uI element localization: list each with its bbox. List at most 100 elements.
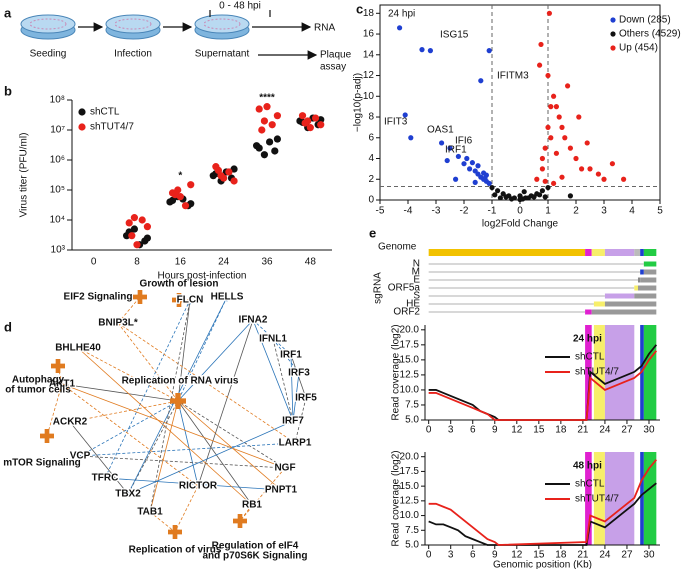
y-tick-label: 4 xyxy=(368,153,374,164)
data-point xyxy=(478,78,484,84)
network-edge xyxy=(79,442,296,459)
data-point xyxy=(559,124,565,130)
network-edge xyxy=(290,354,296,422)
data-point xyxy=(447,145,453,151)
data-point xyxy=(255,105,263,113)
legend-label: Down (285) xyxy=(619,15,671,26)
data-point xyxy=(187,181,195,189)
network-edge xyxy=(77,347,179,402)
data-point xyxy=(230,177,238,185)
function-label: Regulation of eIF4 xyxy=(212,541,299,552)
network-edge xyxy=(272,338,300,374)
panel-label: a xyxy=(4,5,12,20)
gene-node: NGF xyxy=(274,463,295,474)
data-point xyxy=(467,166,473,172)
network-edge xyxy=(61,383,199,487)
data-point xyxy=(503,194,509,200)
x-tick-label: 15 xyxy=(533,550,545,561)
sgrna-label: ORF5a xyxy=(388,283,421,294)
step-label: Infection xyxy=(114,49,152,60)
data-point xyxy=(559,174,565,180)
network-edge xyxy=(61,383,179,402)
function-label: of tumor cells xyxy=(5,385,71,396)
data-point xyxy=(258,126,266,134)
network-edge xyxy=(177,299,191,402)
data-point xyxy=(567,193,574,199)
data-point xyxy=(271,147,279,155)
data-point xyxy=(317,121,325,129)
center-label: Replication of RNA virus xyxy=(122,376,239,387)
gene-label: ISG15 xyxy=(440,30,469,41)
y-tick-label: 10 xyxy=(363,91,375,102)
x-tick-label: 8 xyxy=(134,257,140,268)
legend-label: Others (4529) xyxy=(619,29,681,40)
data-point xyxy=(311,114,320,122)
region-band xyxy=(643,452,657,545)
x-tick-label: 3 xyxy=(601,206,607,217)
y-tick-label: 5.0 xyxy=(405,415,419,426)
function-marker xyxy=(172,293,187,307)
data-point xyxy=(125,219,133,227)
gene-node: IRF1 xyxy=(280,350,302,361)
subtitle: 24 hpi xyxy=(388,9,415,20)
gene-node: IRF7 xyxy=(282,416,304,427)
x-axis-label: Genomic position (Kb) xyxy=(493,560,592,569)
genome-segment xyxy=(643,249,657,256)
sgrna-tail xyxy=(640,277,657,283)
function-label: EIF2 Signaling xyxy=(64,292,133,303)
x-tick-label: 27 xyxy=(621,425,633,436)
panel-label: b xyxy=(4,83,12,98)
sgrna-body xyxy=(593,301,605,307)
data-point xyxy=(475,163,481,169)
data-point xyxy=(260,151,268,159)
function-marker xyxy=(40,429,55,443)
data-point xyxy=(444,157,450,164)
y-tick-label: 8 xyxy=(368,112,374,123)
y-tick-label: 6 xyxy=(368,132,374,143)
x-tick-label: 15 xyxy=(533,425,545,436)
data-point xyxy=(497,195,503,201)
plot-frame xyxy=(379,4,661,201)
x-tick-label: 48 xyxy=(305,257,317,268)
network-edge xyxy=(177,400,286,469)
data-point xyxy=(556,114,562,120)
panel-label: c xyxy=(356,1,363,16)
legend-label: shTUT4/7 xyxy=(575,494,619,505)
x-tick-label: 0 xyxy=(426,550,432,561)
x-tick-label: 16 xyxy=(175,257,187,268)
data-point xyxy=(397,25,403,31)
sgrna-tail xyxy=(637,285,657,291)
y-tick-label: 18 xyxy=(363,8,375,19)
network-edge xyxy=(252,319,294,422)
y-tick-label: 7.5 xyxy=(405,525,419,536)
legend-label: shCTL xyxy=(90,107,120,118)
x-tick-label: 0 xyxy=(517,206,523,217)
y-tick-label: 10⁴ xyxy=(50,215,65,226)
x-tick-label: -1 xyxy=(488,206,497,217)
legend-label: shCTL xyxy=(575,479,605,490)
network-edge xyxy=(69,399,179,423)
x-tick-label: 27 xyxy=(621,550,633,561)
y-tick-label: 12.5 xyxy=(400,370,420,381)
data-point xyxy=(168,196,177,205)
data-point xyxy=(538,41,544,48)
x-tick-label: -3 xyxy=(432,206,441,217)
step-label: Seeding xyxy=(30,49,67,60)
data-point xyxy=(306,124,314,132)
data-point xyxy=(143,223,151,231)
data-point xyxy=(214,166,223,175)
network-edge xyxy=(61,383,286,469)
panel-label: e xyxy=(369,225,376,240)
network-edge xyxy=(149,299,191,513)
gene-node: TBX2 xyxy=(115,489,141,500)
sgrna-label: E xyxy=(413,275,420,286)
coverage-line xyxy=(428,482,657,546)
data-point xyxy=(534,176,540,182)
function-edge xyxy=(46,383,63,437)
function-label: Autophagy xyxy=(12,375,65,386)
function-label: mTOR Signaling xyxy=(3,458,81,469)
sgrna-label: N xyxy=(413,259,420,270)
network-edge xyxy=(197,319,254,487)
data-point xyxy=(402,112,408,118)
